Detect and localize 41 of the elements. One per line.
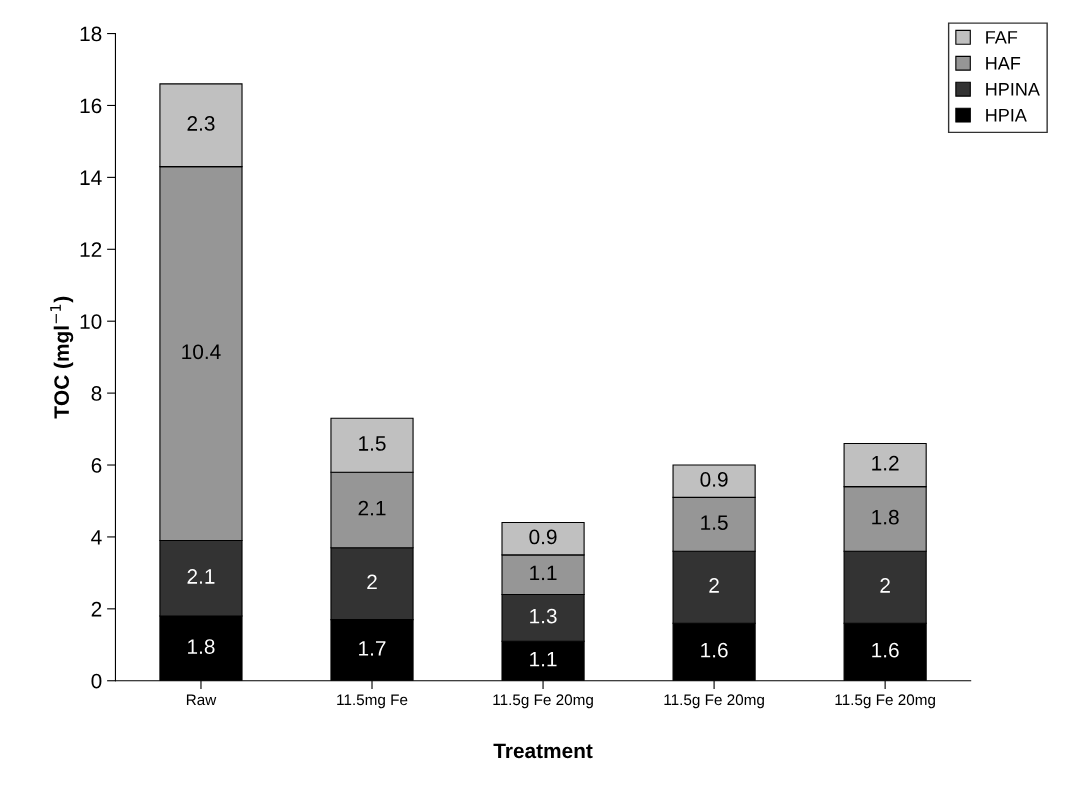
data-label: 1.6 <box>872 642 899 658</box>
data-label: 1.1 <box>530 565 557 581</box>
data-label: 1.8 <box>872 509 899 525</box>
data-label: 1.8 <box>188 639 215 654</box>
data-label: 1.5 <box>701 515 728 530</box>
data-label: 2.1 <box>358 500 386 516</box>
legend-label: FAF <box>986 31 1018 44</box>
y-tick-label: 12 <box>80 242 102 257</box>
x-tick-label: Raw <box>186 694 217 706</box>
data-label: 1.2 <box>872 455 899 471</box>
y-tick-label: 0 <box>91 673 102 689</box>
data-label: 10.4 <box>182 344 221 360</box>
data-label: 1.7 <box>359 641 386 656</box>
y-tick-label: 18 <box>80 26 102 42</box>
data-label: 0.9 <box>700 472 728 487</box>
x-tick-label: 11.5g Fe 20mg <box>664 694 764 709</box>
y-tick-label: 16 <box>80 98 102 114</box>
y-tick-label: 10 <box>80 314 102 329</box>
data-label: 1.1 <box>530 652 557 667</box>
y-tick-label: 14 <box>80 170 102 185</box>
x-axis-title: Treatment <box>493 743 593 759</box>
y-tick-label: 2 <box>91 601 102 617</box>
y-tick-label: 8 <box>91 386 102 401</box>
data-label: 1.5 <box>359 436 386 451</box>
y-axis-title: TOC (mgl$^{−1}$) <box>50 296 74 419</box>
y-tick-label: 4 <box>91 530 102 545</box>
legend-label: HPINA <box>986 83 1040 96</box>
x-tick-label: 11.5g Fe 20mg <box>493 694 593 709</box>
data-label: 1.6 <box>701 642 728 658</box>
data-label: 1.3 <box>530 608 557 624</box>
data-label: 2 <box>709 578 719 593</box>
data-label: 2.3 <box>187 116 215 131</box>
data-label: 2 <box>880 578 890 593</box>
data-label: 0.9 <box>529 529 557 545</box>
y-tick-label: 6 <box>91 458 102 473</box>
data-label: 2.1 <box>187 569 215 584</box>
data-label: 2 <box>367 574 377 590</box>
legend-label: HPIA <box>986 109 1027 122</box>
legend-label: HAF <box>986 57 1021 70</box>
x-tick-label: 11.5g Fe 20mg <box>835 694 935 709</box>
x-tick-label: 11.5mg Fe <box>337 694 408 709</box>
